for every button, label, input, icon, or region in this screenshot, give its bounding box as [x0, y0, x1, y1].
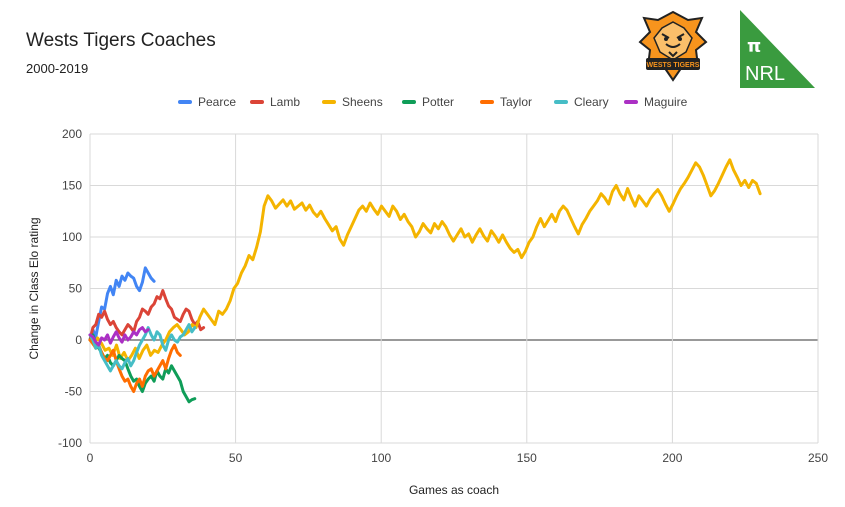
y-tick-label: 100 [62, 230, 82, 244]
x-tick-label: 0 [87, 451, 94, 465]
legend-item-taylor: Taylor [480, 94, 532, 110]
x-tick-label: 100 [371, 451, 391, 465]
legend-item-lamb: Lamb [250, 94, 300, 110]
y-tick-label: -100 [58, 436, 82, 450]
series-line-lamb [88, 289, 206, 342]
x-tick-label: 200 [662, 451, 682, 465]
legend-swatch [480, 100, 494, 104]
chart-title: Wests Tigers Coaches [26, 30, 216, 51]
series-line-pearce [88, 266, 156, 342]
legend-item-maguire: Maguire [624, 94, 687, 110]
x-tick-label: 50 [229, 451, 243, 465]
series-line-sheens [88, 158, 762, 363]
y-tick-label: 50 [69, 282, 83, 296]
y-tick-label: -50 [65, 385, 83, 399]
legend-label: Pearce [198, 95, 237, 109]
legend-label: Lamb [270, 95, 301, 109]
legend-swatch [554, 100, 568, 104]
legend-item-cleary: Cleary [554, 94, 609, 110]
series-line-potter [88, 333, 197, 404]
y-tick-label: 200 [62, 127, 82, 141]
wests-tigers-logo: WESTS TIGERS [638, 10, 708, 82]
y-axis-title: Change in Class Elo rating [27, 217, 41, 359]
legend-item-pearce: Pearce [178, 94, 236, 110]
nrl-logo-text: NRL [745, 63, 785, 85]
legend-label: Potter [422, 95, 455, 109]
chart-subtitle: 2000-2019 [26, 61, 89, 76]
legend-swatch [250, 100, 264, 104]
nrl-logo-symbol: π [747, 36, 761, 57]
series-line-maguire [88, 326, 150, 347]
legend-swatch [178, 100, 192, 104]
legend-swatch [402, 100, 416, 104]
x-tick-label: 250 [808, 451, 828, 465]
legend-item-sheens: Sheens [322, 94, 383, 110]
nrl-logo: π NRL [740, 10, 815, 88]
legend-label: Maguire [644, 95, 688, 109]
legend-swatch [322, 100, 336, 104]
legend-swatch [624, 100, 638, 104]
legend-item-potter: Potter [402, 94, 454, 110]
chart-legend: Pearce Lamb Sheens Potter Taylor Cleary Maguir… [0, 94, 845, 110]
series-line-cleary [88, 323, 197, 373]
legend-label: Taylor [500, 95, 533, 109]
y-tick-label: 150 [62, 179, 82, 193]
x-tick-label: 150 [517, 451, 537, 465]
legend-label: Sheens [342, 95, 383, 109]
tigers-logo-text: WESTS TIGERS [647, 62, 700, 69]
x-axis-title: Games as coach [409, 483, 499, 497]
y-tick-label: 0 [75, 333, 82, 347]
legend-label: Cleary [574, 95, 609, 109]
